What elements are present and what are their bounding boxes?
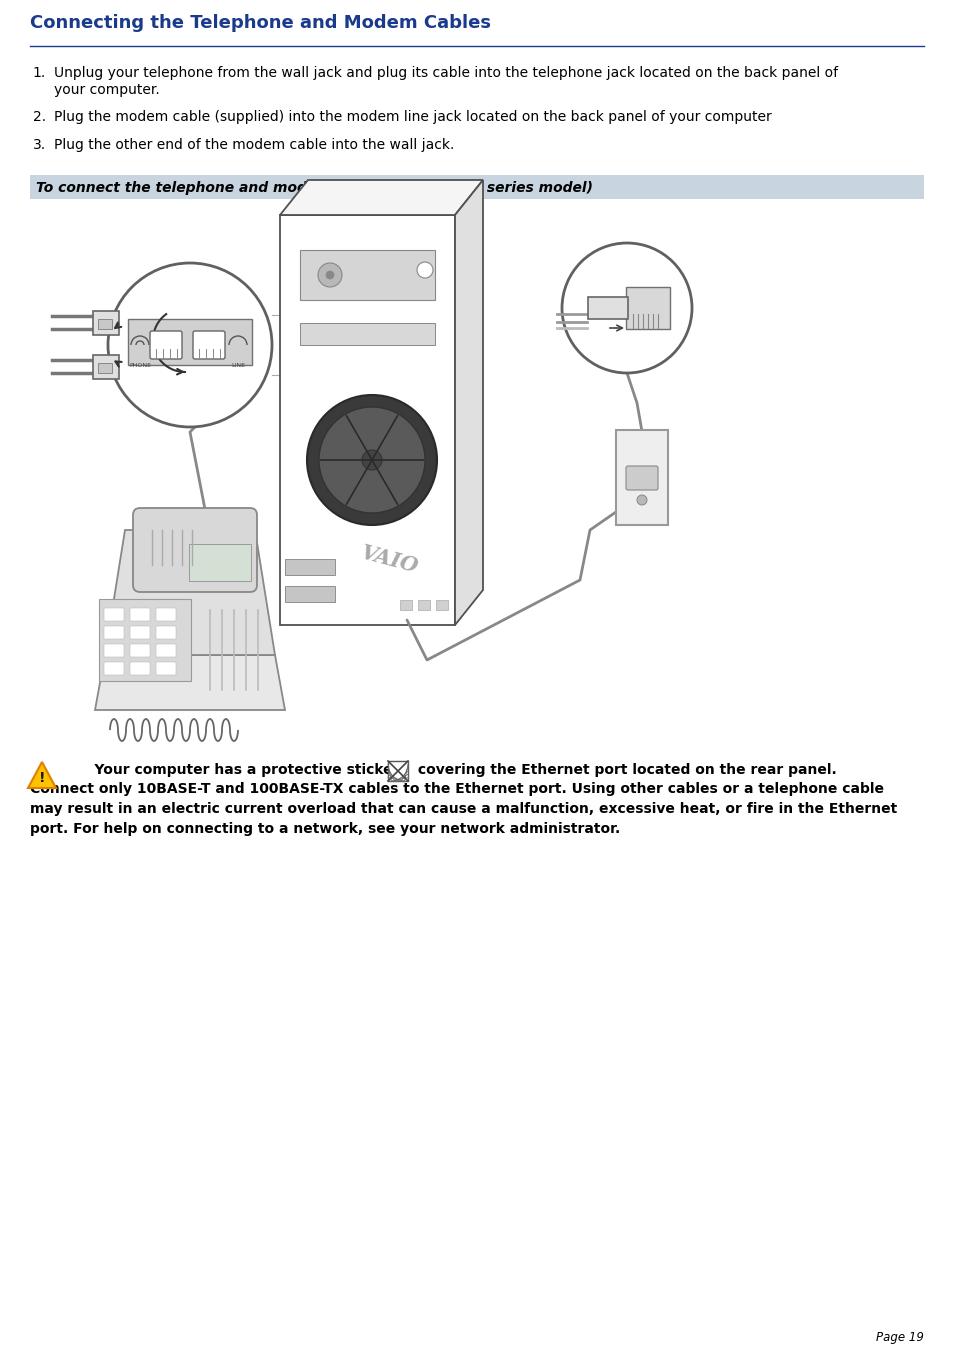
Text: 3.: 3. <box>32 138 46 153</box>
Polygon shape <box>28 762 56 788</box>
FancyBboxPatch shape <box>98 363 112 373</box>
Circle shape <box>416 262 433 278</box>
FancyBboxPatch shape <box>130 608 150 621</box>
Text: port. For help on connecting to a network, see your network administrator.: port. For help on connecting to a networ… <box>30 821 619 836</box>
FancyBboxPatch shape <box>99 598 191 681</box>
Text: Plug the other end of the modem cable into the wall jack.: Plug the other end of the modem cable in… <box>54 138 454 153</box>
Text: Unplug your telephone from the wall jack and plug its cable into the telephone j: Unplug your telephone from the wall jack… <box>54 66 838 80</box>
Circle shape <box>561 243 691 373</box>
FancyBboxPatch shape <box>299 250 435 300</box>
Polygon shape <box>455 180 482 626</box>
FancyBboxPatch shape <box>128 319 252 365</box>
Text: may result in an electric current overload that can cause a malfunction, excessi: may result in an electric current overlo… <box>30 802 897 816</box>
Text: Plug the modem cable (supplied) into the modem line jack located on the back pan: Plug the modem cable (supplied) into the… <box>54 109 771 124</box>
FancyBboxPatch shape <box>625 466 658 490</box>
FancyBboxPatch shape <box>156 608 175 621</box>
Text: Connecting the Telephone and Modem Cables: Connecting the Telephone and Modem Cable… <box>30 14 491 32</box>
Text: covering the Ethernet port located on the rear panel.: covering the Ethernet port located on th… <box>413 763 836 777</box>
Text: Your computer has a protective sticker: Your computer has a protective sticker <box>70 763 404 777</box>
FancyBboxPatch shape <box>285 559 335 576</box>
FancyBboxPatch shape <box>92 311 119 335</box>
FancyBboxPatch shape <box>436 600 448 611</box>
FancyBboxPatch shape <box>285 586 335 603</box>
FancyBboxPatch shape <box>104 644 124 657</box>
FancyBboxPatch shape <box>156 644 175 657</box>
Text: To connect the telephone and modem cables (PCV-RS310 series model): To connect the telephone and modem cable… <box>36 181 593 195</box>
FancyBboxPatch shape <box>98 319 112 330</box>
Polygon shape <box>280 215 455 626</box>
FancyBboxPatch shape <box>130 644 150 657</box>
Circle shape <box>317 263 341 286</box>
Text: Connect only 10BASE-T and 100BASE-TX cables to the Ethernet port. Using other ca: Connect only 10BASE-T and 100BASE-TX cab… <box>30 782 883 796</box>
Polygon shape <box>105 530 274 655</box>
Text: LINE: LINE <box>231 363 245 367</box>
FancyBboxPatch shape <box>150 331 182 359</box>
FancyBboxPatch shape <box>587 297 627 319</box>
Circle shape <box>307 394 436 526</box>
FancyBboxPatch shape <box>30 176 923 199</box>
FancyBboxPatch shape <box>104 608 124 621</box>
Text: !: ! <box>39 771 45 785</box>
Circle shape <box>318 407 424 513</box>
Polygon shape <box>95 655 285 711</box>
Text: 2.: 2. <box>32 109 46 124</box>
FancyBboxPatch shape <box>156 662 175 676</box>
FancyBboxPatch shape <box>104 626 124 639</box>
FancyBboxPatch shape <box>388 761 408 781</box>
FancyBboxPatch shape <box>132 508 256 592</box>
Circle shape <box>361 450 381 470</box>
FancyBboxPatch shape <box>193 331 225 359</box>
Text: Page 19: Page 19 <box>875 1331 923 1344</box>
Text: VAIO: VAIO <box>358 543 420 577</box>
Text: your computer.: your computer. <box>54 82 159 97</box>
FancyBboxPatch shape <box>399 600 412 611</box>
FancyBboxPatch shape <box>130 662 150 676</box>
Text: PHONE: PHONE <box>129 363 151 367</box>
FancyBboxPatch shape <box>299 323 435 345</box>
Circle shape <box>108 263 272 427</box>
FancyBboxPatch shape <box>189 544 251 581</box>
FancyBboxPatch shape <box>417 600 430 611</box>
Circle shape <box>326 272 334 280</box>
FancyBboxPatch shape <box>625 286 669 330</box>
FancyBboxPatch shape <box>616 430 667 526</box>
Polygon shape <box>280 180 482 215</box>
FancyBboxPatch shape <box>92 355 119 380</box>
FancyBboxPatch shape <box>104 662 124 676</box>
Circle shape <box>637 494 646 505</box>
FancyBboxPatch shape <box>156 626 175 639</box>
Text: 1.: 1. <box>32 66 46 80</box>
FancyBboxPatch shape <box>130 626 150 639</box>
